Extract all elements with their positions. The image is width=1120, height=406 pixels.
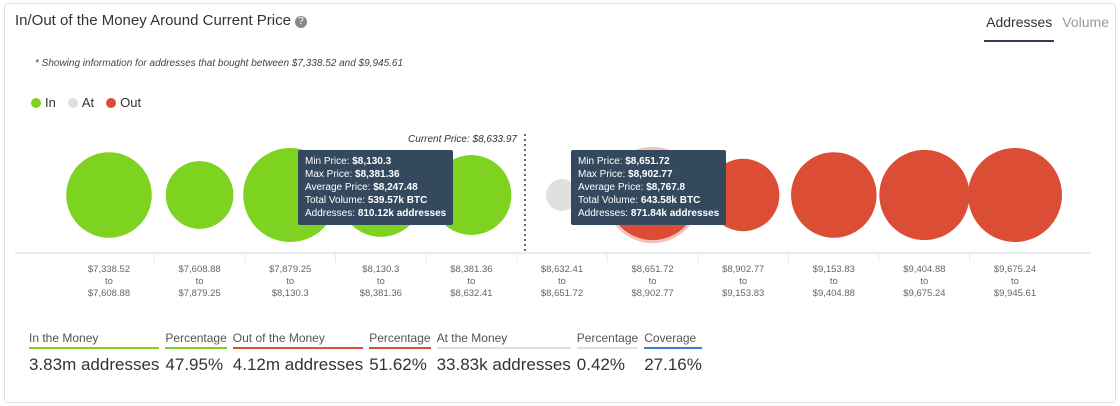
tooltip-line: Average Price: $8,247.48	[305, 182, 418, 193]
bubble-in[interactable]	[165, 161, 234, 229]
legend-item-in[interactable]: In	[31, 95, 56, 110]
tick-label-to: $8,651.72	[541, 288, 583, 299]
tick-label-from: $8,632.41	[541, 264, 583, 275]
tick-label-to_word: to	[558, 276, 566, 287]
legend-dot	[31, 98, 41, 108]
tooltip-line: Addresses: 871.84k addresses	[578, 208, 720, 219]
bubble-tooltip: Min Price: $8,651.72 Max Price: $8,902.77…	[571, 150, 727, 225]
stat-percentage: Percentage 0.42%	[576, 331, 639, 375]
tick-label-to: $8,381.36	[360, 288, 402, 299]
legend-item-at[interactable]: At	[67, 95, 95, 110]
stat-value: 51.62%	[369, 355, 427, 374]
tooltip-line: Total Volume: 643.58k BTC	[578, 195, 701, 206]
tick-label-to_word: to	[830, 276, 838, 287]
tick-label-to: $7,608.88	[88, 288, 130, 299]
tick-label-to_word: to	[105, 276, 113, 287]
bubble-in[interactable]	[66, 152, 152, 238]
tooltip-line: Average Price: $8,767.8	[578, 182, 686, 193]
stat-value: 3.83m addresses	[29, 355, 160, 374]
stat-label: Coverage	[644, 331, 702, 349]
legend-label: Out	[120, 95, 142, 110]
stat-in-the-money: In the Money 3.83m addresses	[29, 331, 160, 375]
tick-label-to: $8,632.41	[450, 288, 492, 299]
bubble-out[interactable]	[968, 148, 1062, 242]
tooltip-line: Total Volume: 539.57k BTC	[305, 195, 428, 206]
bubble-chart: $7,338.52to$7,608.88$7,608.88to$7,879.25…	[15, 134, 1090, 299]
tick-label-to: $9,404.88	[813, 288, 855, 299]
stat-value: 33.83k addresses	[436, 355, 571, 374]
stat-coverage: Coverage 27.16%	[644, 331, 702, 375]
tick-label-to_word: to	[377, 276, 385, 287]
stat-label: Percentage	[576, 331, 639, 349]
bubble-out[interactable]	[791, 152, 877, 238]
tick-label-to_word: to	[920, 276, 928, 287]
tick-label-to: $9,675.24	[903, 288, 945, 299]
legend-dot	[67, 98, 78, 108]
legend-label: At	[81, 95, 95, 110]
tick-label-to: $9,153.83	[722, 288, 764, 299]
tooltip-line: Min Price: $8,130.3	[305, 156, 392, 167]
stat-percentage: Percentage 47.95%	[165, 331, 227, 375]
help-icon[interactable]: ?	[294, 16, 307, 28]
range-note: * Showing information for addresses that…	[35, 58, 404, 69]
legend: In At Out	[31, 95, 141, 110]
tick-label-to_word: to	[649, 276, 657, 287]
legend-dot	[106, 98, 117, 108]
legend-label: In	[45, 95, 56, 110]
bubble-tooltip: Min Price: $8,130.3 Max Price: $8,381.36 A…	[298, 150, 454, 225]
stat-label: Percentage	[165, 331, 227, 349]
legend-item-out[interactable]: Out	[106, 95, 141, 110]
tabs: Addresses Volume	[978, 14, 1111, 42]
stat-at-the-money: At the Money 33.83k addresses	[436, 331, 571, 375]
stat-value: 47.95%	[165, 355, 224, 374]
tick-label-from: $8,381.36	[450, 264, 492, 275]
tick-label-from: $8,130.3	[362, 264, 399, 275]
tab-volume[interactable]: Volume	[1062, 14, 1109, 30]
tick-label-from: $7,338.52	[88, 264, 130, 275]
in-out-money-card: In/Out of the Money Around Current Price…	[4, 3, 1116, 403]
bubble-out[interactable]	[879, 149, 970, 241]
tooltip-line: Max Price: $8,381.36	[305, 169, 400, 180]
stat-label: Percentage	[369, 331, 431, 349]
tick-label-from: $9,675.24	[994, 264, 1036, 275]
chart-title: In/Out of the Money Around Current Price…	[15, 12, 307, 29]
stat-label: At the Money	[436, 331, 571, 349]
stat-value: 4.12m addresses	[232, 355, 364, 374]
tooltip-line: Addresses: 810.12k addresses	[305, 208, 447, 219]
tick-label-to_word: to	[467, 276, 475, 287]
bubble-at[interactable]	[546, 179, 578, 211]
stats-row: In the Money 3.83m addresses Percentage 47.…	[29, 331, 702, 375]
tick-label-from: $9,153.83	[813, 264, 855, 275]
tooltip-line: Min Price: $8,651.72	[578, 156, 670, 167]
stat-out-of-the-money: Out of the Money 4.12m addresses	[232, 331, 364, 375]
tick-label-to_word: to	[286, 276, 294, 287]
tooltip-line: Max Price: $8,902.77	[578, 169, 673, 180]
stat-percentage: Percentage 51.62%	[369, 331, 431, 375]
stat-label: Out of the Money	[232, 331, 364, 349]
tick-label-from: $8,902.77	[722, 264, 764, 275]
tick-label-from: $7,879.25	[269, 264, 311, 275]
tick-label-to_word: to	[1011, 276, 1019, 287]
tick-label-from: $9,404.88	[903, 264, 945, 275]
tick-label-to_word: to	[196, 276, 204, 287]
stat-value: 0.42%	[576, 355, 625, 374]
current-price-label: Current Price: $8,633.97	[408, 134, 517, 145]
tick-label-from: $8,651.72	[631, 264, 673, 275]
tick-label-to: $9,945.61	[994, 288, 1036, 299]
tick-label-from: $7,608.88	[178, 264, 220, 275]
stat-value: 27.16%	[644, 355, 702, 374]
tick-label-to: $8,902.77	[631, 288, 673, 299]
tab-addresses[interactable]: Addresses	[984, 14, 1055, 42]
stat-label: In the Money	[29, 331, 160, 349]
tick-label-to: $8,130.3	[272, 288, 309, 299]
tick-label-to_word: to	[739, 276, 747, 287]
tick-label-to: $7,879.25	[178, 288, 220, 299]
